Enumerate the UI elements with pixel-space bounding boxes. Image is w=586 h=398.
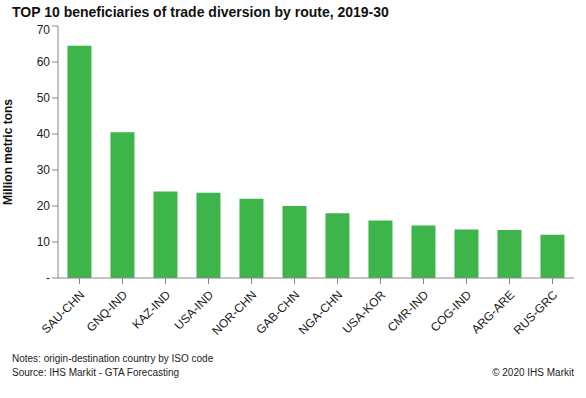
svg-text:COG-IND: COG-IND bbox=[428, 288, 475, 335]
svg-text:40: 40 bbox=[37, 127, 51, 141]
svg-text:CMR-IND: CMR-IND bbox=[385, 288, 432, 335]
svg-text:70: 70 bbox=[37, 23, 51, 37]
html-text:Notes: origin-destination coun: Notes: origin-destination country by ISO… bbox=[12, 353, 214, 364]
svg-text:GNQ-IND: GNQ-IND bbox=[84, 288, 131, 335]
svg-text:60: 60 bbox=[37, 55, 51, 69]
svg-text:-: - bbox=[46, 271, 50, 285]
svg-text:KAZ-IND: KAZ-IND bbox=[129, 288, 173, 332]
svg-text:10: 10 bbox=[37, 235, 51, 249]
svg-text:USA-IND: USA-IND bbox=[171, 288, 216, 333]
html-text:Source: IHS Markit - GTA Forec: Source: IHS Markit - GTA Forecasting bbox=[12, 367, 180, 378]
svg-text:ARG-ARE: ARG-ARE bbox=[469, 288, 518, 337]
html-text:TOP 10 beneficiaries of trade: TOP 10 beneficiaries of trade diversion … bbox=[12, 4, 389, 20]
svg-text:NGA-CHN: NGA-CHN bbox=[296, 288, 345, 337]
svg-text:NOR-CHN: NOR-CHN bbox=[209, 288, 259, 338]
svg-text:USA-KOR: USA-KOR bbox=[340, 288, 389, 337]
svg-text:Million metric tons: Million metric tons bbox=[8, 99, 15, 205]
svg-text:30: 30 bbox=[37, 163, 51, 177]
html-text:© 2020 IHS Markit: © 2020 IHS Markit bbox=[492, 367, 574, 378]
svg-text:SAU-CHN: SAU-CHN bbox=[39, 288, 88, 337]
svg-text:GAB-CHN: GAB-CHN bbox=[253, 288, 302, 337]
svg-text:50: 50 bbox=[37, 91, 51, 105]
svg-text:20: 20 bbox=[37, 199, 51, 213]
svg-text:RUS-GRC: RUS-GRC bbox=[511, 288, 561, 338]
